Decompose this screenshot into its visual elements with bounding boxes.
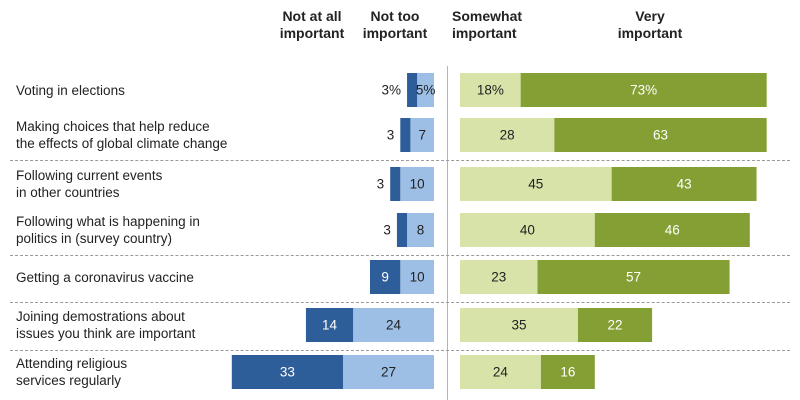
value-label-very-important: 46 [665, 223, 680, 238]
value-label-somewhat-important: 35 [511, 318, 526, 333]
bar-somewhat-important [460, 73, 521, 107]
value-label-very-important: 63 [653, 128, 668, 143]
bar-not-at-all-important [396, 213, 408, 247]
bar-very-important [577, 308, 653, 342]
category-label: Following current events in other countr… [16, 168, 163, 200]
bar-not-at-all-important [400, 118, 411, 152]
value-label-not-too-important: 7 [418, 128, 426, 143]
value-label-not-at-all-important: 9 [381, 270, 389, 285]
bar-somewhat-important [460, 167, 612, 201]
bar-not-too-important [410, 118, 434, 152]
bar-very-important [537, 260, 730, 294]
bar-very-important [520, 73, 767, 107]
bar-not-too-important [400, 167, 434, 201]
value-label-somewhat-important: 18% [477, 83, 504, 98]
row-divider [10, 350, 790, 351]
value-label-not-too-important: 10 [410, 177, 425, 192]
header-not-too-line2: important [362, 25, 428, 41]
header-somewhat-line2: important [452, 25, 517, 41]
bar-somewhat-important [460, 355, 541, 389]
category-label: Joining demostrations about issues you t… [16, 309, 196, 341]
value-label-very-important: 43 [677, 177, 692, 192]
value-label-somewhat-important: 28 [500, 128, 515, 143]
bar-very-important [540, 355, 595, 389]
value-label-not-at-all-important: 3% [382, 83, 402, 98]
bar-not-at-all-important [390, 167, 401, 201]
bar-somewhat-important [460, 118, 555, 152]
header-not-too: Not too important [355, 8, 435, 42]
bar-somewhat-important [460, 308, 578, 342]
value-label-very-important: 22 [608, 318, 623, 333]
category-label: Voting in elections [16, 82, 125, 98]
value-label-not-too-important: 5% [416, 83, 436, 98]
value-label-somewhat-important: 40 [520, 223, 535, 238]
value-label-somewhat-important: 24 [493, 365, 509, 380]
value-label-very-important: 73% [630, 83, 657, 98]
value-label-somewhat-important: 45 [528, 177, 543, 192]
value-label-somewhat-important: 23 [491, 270, 506, 285]
header-somewhat: Somewhat important [452, 8, 532, 42]
header-very: Very important [600, 8, 700, 42]
bar-not-at-all-important [407, 73, 418, 107]
value-label-very-important: 57 [626, 270, 641, 285]
bar-somewhat-important [460, 213, 595, 247]
bar-somewhat-important [460, 260, 538, 294]
header-not-at-all-line1: Not at all [282, 8, 342, 24]
bar-very-important [594, 213, 750, 247]
bar-not-too-important [353, 308, 434, 342]
value-label-not-at-all-important: 3 [377, 177, 385, 192]
header-very-line2: important [617, 25, 683, 41]
value-label-not-too-important: 24 [386, 318, 402, 333]
header-not-too-line1: Not too [370, 8, 420, 24]
category-label: Attending religious services regularly [16, 356, 128, 388]
bar-not-too-important [407, 213, 434, 247]
header-very-line1: Very [635, 8, 665, 24]
header-not-at-all: Not at all important [272, 8, 352, 42]
bar-not-at-all-important [369, 260, 401, 294]
value-label-not-too-important: 10 [410, 270, 425, 285]
category-label: Following what is happening in politics … [16, 214, 200, 246]
category-label: Making choices that help reduce the effe… [16, 119, 228, 151]
center-axis-line [447, 66, 448, 400]
bar-not-too-important [343, 355, 434, 389]
value-label-not-at-all-important: 33 [280, 365, 295, 380]
header-somewhat-line1: Somewhat [452, 8, 523, 24]
bar-not-at-all-important [231, 355, 344, 389]
value-label-not-too-important: 8 [417, 223, 425, 238]
value-label-not-at-all-important: 3 [387, 128, 395, 143]
category-label: Getting a coronavirus vaccine [16, 269, 194, 285]
value-label-not-at-all-important: 3 [383, 223, 391, 238]
value-label-not-too-important: 27 [381, 365, 396, 380]
value-label-very-important: 16 [560, 365, 575, 380]
header-not-at-all-line2: important [279, 25, 345, 41]
value-label-not-at-all-important: 14 [322, 318, 338, 333]
row-divider [10, 255, 790, 256]
bar-not-too-important [400, 260, 434, 294]
bar-not-at-all-important [305, 308, 354, 342]
bar-very-important [611, 167, 757, 201]
row-divider [10, 160, 790, 161]
bar-not-too-important [417, 73, 434, 107]
row-divider [10, 302, 790, 303]
bar-very-important [554, 118, 767, 152]
